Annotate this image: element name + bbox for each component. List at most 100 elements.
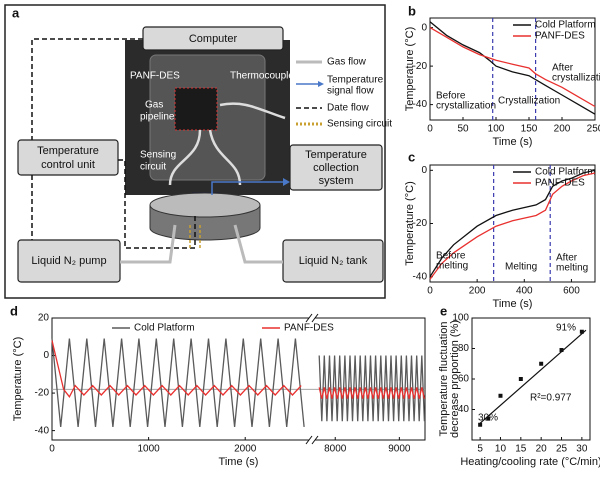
plot-frame xyxy=(429,17,596,121)
pipes xyxy=(168,102,286,186)
sample xyxy=(174,87,218,131)
legend-label: Sensing circuit xyxy=(327,119,392,130)
legend-label: signal flow xyxy=(327,86,374,97)
annotation: R²=0.977 xyxy=(530,393,572,404)
box-label: Computer xyxy=(189,33,238,45)
panel-a: a PANF-DES Thermocouple Gas pipeline Sen… xyxy=(4,4,392,299)
point xyxy=(559,348,564,353)
break-mark xyxy=(305,313,313,323)
x-tick-label: 150 xyxy=(521,124,538,135)
y-tick-label: -20 xyxy=(413,61,428,72)
y-tick-label: 0 xyxy=(421,165,427,176)
panel-label: b xyxy=(408,3,416,18)
annotation: Before xyxy=(436,251,466,262)
series-line xyxy=(429,27,596,108)
annotation: Melting xyxy=(505,262,537,273)
panel-label: e xyxy=(440,303,447,318)
axis-break xyxy=(309,316,315,442)
y-tick-label: 80 xyxy=(458,343,470,354)
legend-label: PANF-DES xyxy=(284,323,334,334)
box-label: Liquid N₂ tank xyxy=(299,255,368,267)
x-tick-label: 20 xyxy=(536,444,548,455)
y-axis-label: Temperature (°C) xyxy=(12,337,24,421)
x-tick-label: 50 xyxy=(457,124,469,135)
x-tick-label: 0 xyxy=(49,444,55,455)
y-tick-label: -20 xyxy=(35,388,50,399)
legend-label: PANF-DES xyxy=(535,178,585,189)
y-tick-label: 20 xyxy=(38,313,50,324)
annotation: After xyxy=(556,253,578,264)
x-tick-label: 0 xyxy=(427,124,433,135)
break-mark xyxy=(311,435,319,445)
x-tick-label: 15 xyxy=(515,444,527,455)
photo-label: Sensing xyxy=(140,150,176,161)
series-line xyxy=(318,387,426,399)
y-tick-label: 0 xyxy=(43,350,49,361)
x-tick-label: 250 xyxy=(587,124,600,135)
panel-label: a xyxy=(12,5,20,20)
series-line xyxy=(429,169,596,278)
legend-label: Cold Platform xyxy=(535,20,596,31)
box-label: control unit xyxy=(41,159,95,171)
legend-label: Gas flow xyxy=(327,57,367,68)
x-tick-label: 9000 xyxy=(388,444,411,455)
gas-flow xyxy=(120,224,283,264)
legend-swatch xyxy=(318,81,324,87)
legend-label: Cold Platform xyxy=(134,323,195,334)
platform-top xyxy=(149,192,261,218)
legend-label: PANF-DES xyxy=(535,31,585,42)
point xyxy=(478,422,483,427)
annotation: Crystallization xyxy=(498,96,560,107)
arrow-head xyxy=(283,178,290,186)
fit-line xyxy=(479,329,587,424)
x-tick-label: 200 xyxy=(554,124,571,135)
x-tick-label: 10 xyxy=(495,444,507,455)
box-label: collection xyxy=(313,162,359,174)
x-tick-label: 100 xyxy=(488,124,505,135)
annotation: After xyxy=(552,63,574,74)
annotation: melting xyxy=(436,261,468,272)
photo-label: circuit xyxy=(140,162,166,173)
y-tick-label: 40 xyxy=(458,404,470,415)
box-label: Temperature xyxy=(37,145,99,157)
annotation: melting xyxy=(556,263,588,274)
x-axis-label: Time (s) xyxy=(493,136,533,148)
series-line xyxy=(318,355,426,422)
y-axis-label: decrease proportion (%) xyxy=(449,320,461,438)
data-flow xyxy=(31,38,196,249)
y-axis-label: Temperature fluctuation xyxy=(438,322,450,437)
point xyxy=(579,329,584,334)
y-tick-label: -20 xyxy=(413,218,428,229)
annotation: crystallization xyxy=(436,101,496,112)
point xyxy=(498,393,503,398)
series-line xyxy=(51,340,302,399)
photo-label: Thermocouple xyxy=(230,71,294,82)
y-tick-label: 60 xyxy=(458,374,470,385)
series-line xyxy=(429,172,596,280)
y-axis-label: Temperature (°C) xyxy=(404,181,416,265)
y-tick-label: 100 xyxy=(452,313,469,324)
x-axis-label: Time (s) xyxy=(493,298,533,310)
x-tick-label: 200 xyxy=(469,286,486,297)
x-tick-label: 5 xyxy=(477,444,483,455)
break-mark xyxy=(311,313,319,323)
y-tick-label: -40 xyxy=(35,425,50,436)
legend-label: Cold Platform xyxy=(535,167,596,178)
x-tick-label: 0 xyxy=(427,286,433,297)
x-tick-label: 8000 xyxy=(324,444,347,455)
break-mark xyxy=(305,435,313,445)
plot-frame xyxy=(51,317,426,441)
x-tick-label: 25 xyxy=(556,444,568,455)
sensing-circuit xyxy=(189,225,201,250)
x-tick-label: 30 xyxy=(576,444,588,455)
y-tick-label: -40 xyxy=(413,271,428,282)
legend-label: Temperature xyxy=(327,75,384,86)
x-tick-label: 1000 xyxy=(137,444,160,455)
y-tick-label: -40 xyxy=(413,99,428,110)
x-tick-label: 600 xyxy=(563,286,580,297)
x-tick-label: 2000 xyxy=(234,444,257,455)
point xyxy=(486,416,491,421)
legend-label: Date flow xyxy=(327,103,369,114)
